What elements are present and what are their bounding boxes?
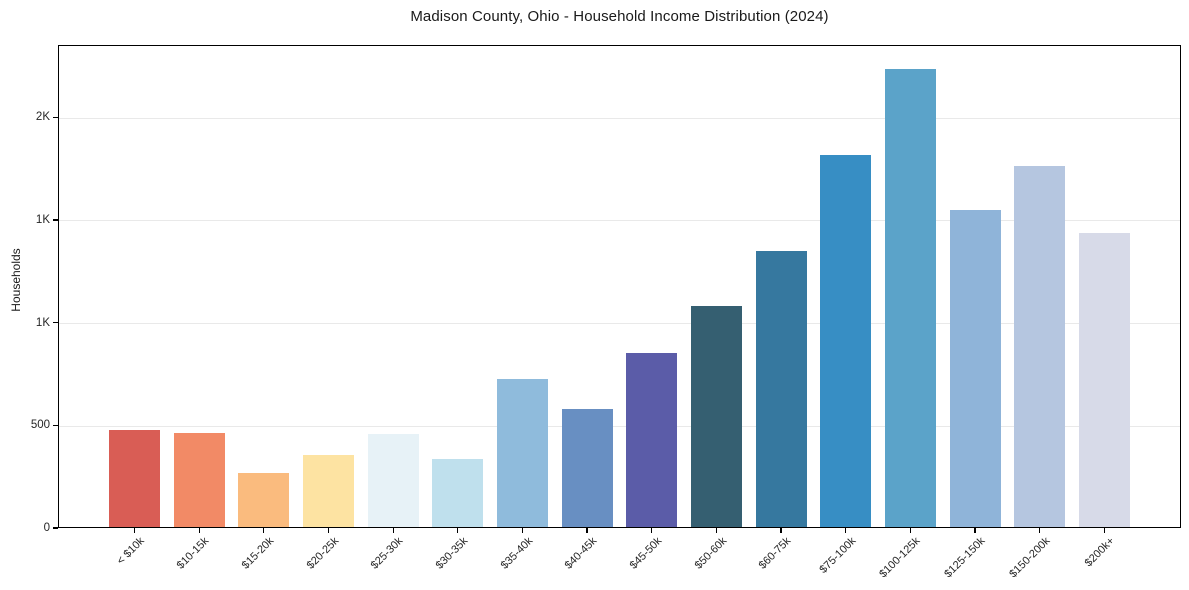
y-tick-mark [53, 424, 58, 426]
x-tick-mark [974, 528, 976, 533]
x-tick-label: $200k+ [1082, 535, 1117, 570]
x-tick-label: $40-45k [562, 535, 600, 572]
x-tick-mark [392, 528, 394, 533]
x-tick-mark [909, 528, 911, 533]
bars-group [59, 46, 1180, 527]
x-tick-mark [1039, 528, 1041, 533]
x-tick-mark [780, 528, 782, 533]
y-tick-label: 1K [35, 316, 50, 329]
x-tick-label: $35-40k [498, 535, 535, 572]
x-tick-label: $45-50k [627, 535, 665, 572]
y-tick-label: 2K [35, 111, 50, 124]
x-tick-label: $60-75k [756, 535, 794, 572]
x-tick-label: $15-20k [239, 535, 277, 572]
bar [561, 408, 613, 527]
y-axis-title: Households [9, 248, 23, 312]
y-tick-mark [53, 527, 58, 529]
x-tick-label: $25-30k [369, 535, 406, 572]
x-tick-mark [845, 528, 847, 533]
x-tick-label: $150-200k [1006, 535, 1053, 581]
bar [690, 305, 742, 527]
y-tick-label: 1K [35, 213, 50, 226]
bar [884, 68, 936, 527]
x-tick-mark [521, 528, 524, 533]
x-tick-mark [457, 528, 459, 533]
bar [238, 473, 290, 527]
x-tick-label: < $10k [114, 535, 147, 568]
x-tick-label: $10-15k [175, 535, 212, 572]
x-tick-mark [651, 528, 653, 533]
bar [432, 459, 484, 527]
bar [1014, 166, 1066, 527]
bar [367, 434, 419, 527]
y-tick-label: 0 [43, 522, 50, 534]
x-tick-mark [133, 528, 136, 533]
bar [173, 433, 225, 527]
chart-title: Madison County, Ohio - Household Income … [410, 8, 829, 25]
gridline [59, 220, 1180, 222]
x-tick-label: $75-100k [817, 535, 859, 576]
x-tick-mark [1103, 528, 1105, 533]
y-tick-mark [53, 116, 58, 118]
x-tick-mark [715, 528, 717, 533]
plot-area [58, 45, 1181, 528]
x-tick-label: $125-150k [942, 535, 988, 581]
x-tick-label: $30-35k [433, 535, 471, 572]
y-tick-mark [53, 219, 58, 221]
bar [949, 210, 1001, 527]
bar [109, 430, 160, 527]
x-tick-label: $20-25k [304, 535, 341, 572]
bar [1078, 232, 1130, 527]
x-tick-mark [263, 528, 265, 533]
bar [496, 378, 548, 527]
x-tick-label: $100-125k [877, 535, 923, 581]
bar [755, 250, 807, 527]
x-tick-mark [198, 528, 200, 533]
gridline [59, 117, 1180, 119]
bar [302, 455, 354, 527]
bar [626, 353, 678, 527]
x-tick-label: $50-60k [692, 535, 729, 572]
y-tick-label: 500 [30, 419, 50, 432]
y-tick-mark [53, 322, 58, 324]
gridline [59, 425, 1180, 427]
gridline [59, 323, 1180, 325]
x-tick-mark [327, 528, 330, 533]
x-tick-mark [586, 528, 588, 533]
bar [820, 154, 872, 527]
